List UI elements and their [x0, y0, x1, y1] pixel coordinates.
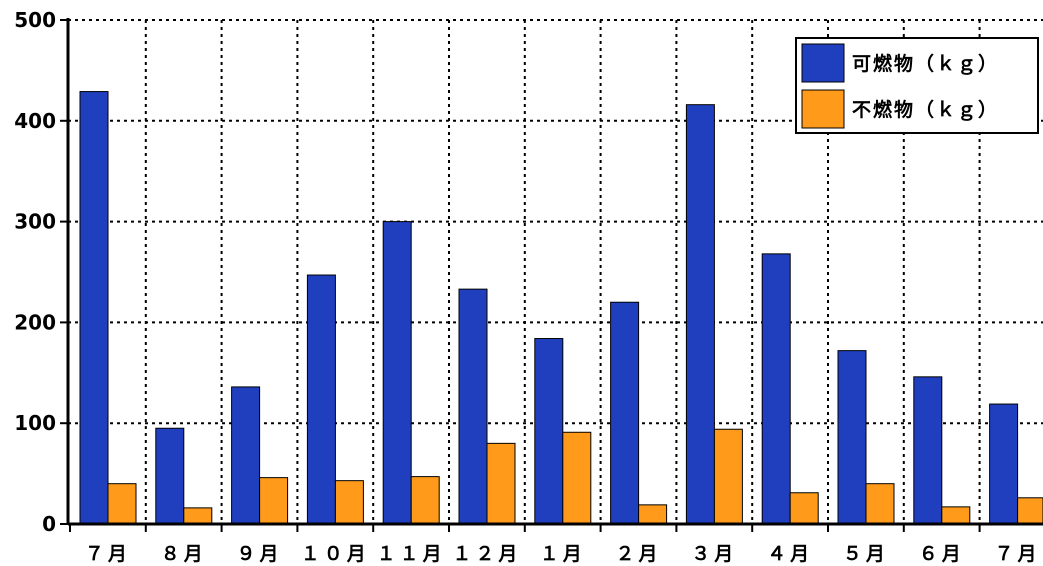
legend-label: 不燃物（ｋｇ） [852, 98, 999, 122]
y-tick-label: 300 [14, 210, 56, 234]
bar-noncombustible [638, 504, 668, 525]
y-tick-label: 0 [42, 512, 56, 536]
bar-combustible [534, 338, 564, 525]
bar-combustible [306, 274, 336, 525]
bar-noncombustible [713, 428, 743, 525]
legend-swatch-combustible [801, 43, 845, 83]
x-tick-label: １２月 [452, 543, 521, 565]
bar-noncombustible [486, 442, 516, 525]
bar-noncombustible [410, 476, 440, 525]
bars [79, 91, 1043, 525]
bar-combustible [989, 403, 1019, 525]
bar-noncombustible [1017, 497, 1043, 525]
bar-noncombustible [789, 492, 819, 525]
y-tick-label: 200 [14, 310, 56, 334]
x-tick-label: ３月 [691, 543, 737, 565]
x-tick-label: ６月 [919, 543, 965, 565]
bar-combustible [382, 221, 412, 525]
bar-combustible [79, 91, 109, 525]
y-tick-label: 100 [14, 411, 56, 435]
bar-noncombustible [865, 483, 895, 525]
x-tick-label: ９月 [236, 543, 282, 565]
x-tick-label: １月 [540, 543, 586, 565]
bar-combustible [231, 386, 261, 525]
y-tick-labels: 0 100 200 300 400 500 [14, 8, 56, 536]
axes [60, 18, 1043, 532]
bar-combustible [837, 350, 867, 525]
bar-noncombustible [259, 477, 289, 525]
bar-combustible [458, 288, 488, 525]
bar-noncombustible [941, 506, 971, 525]
bar-combustible [610, 301, 640, 525]
x-tick-label: ２月 [615, 543, 661, 565]
x-tick-label: １１月 [377, 543, 446, 565]
bar-noncombustible [334, 480, 364, 525]
x-tick-label: １０月 [301, 543, 370, 565]
bar-combustible [761, 253, 791, 525]
y-tick-label: 400 [14, 109, 56, 133]
legend-label: 可燃物（ｋｇ） [852, 52, 999, 76]
bar-noncombustible [107, 483, 137, 525]
x-tick-label: ５月 [843, 543, 889, 565]
x-tick-label: ７月 [994, 543, 1040, 565]
x-tick-label: ４月 [767, 543, 813, 565]
bar-combustible [685, 104, 715, 525]
bar-noncombustible [562, 431, 592, 525]
bar-noncombustible [183, 507, 213, 525]
x-tick-labels: ７月 ８月 ９月 １０月 １１月 １２月 １月 ２月 ３月 ４月 ５月 ６月 ７月 [85, 543, 1040, 565]
bar-combustible [913, 376, 943, 525]
bar-combustible [155, 427, 185, 525]
x-tick-label: ８月 [161, 543, 207, 565]
y-tick-label: 500 [14, 8, 56, 32]
x-tick-label: ７月 [85, 543, 131, 565]
legend: 可燃物（ｋｇ） 不燃物（ｋｇ） [795, 37, 1039, 134]
legend-swatch-noncombustible [801, 89, 845, 129]
